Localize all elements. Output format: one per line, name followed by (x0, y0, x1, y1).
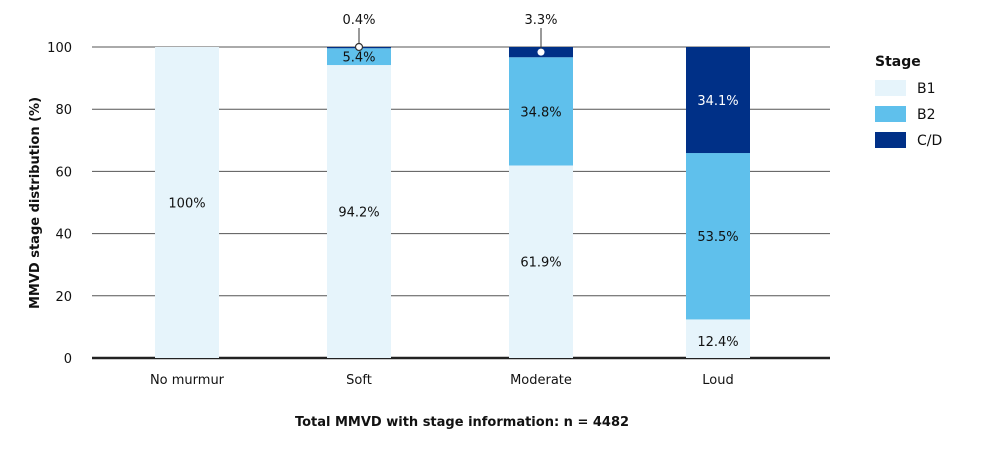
bar-segment-b2 (327, 48, 391, 66)
y-tick-label: 0 (64, 352, 72, 367)
data-label: 12.4% (697, 335, 738, 350)
data-label: 34.1% (697, 94, 738, 109)
legend-label: B2 (917, 107, 936, 123)
legend-title: Stage (875, 54, 921, 70)
data-label: 53.5% (697, 230, 738, 245)
x-tick-labels: No murmur Soft Moderate Loud (150, 373, 734, 388)
legend-swatch (875, 80, 906, 96)
bar-segment-b1 (327, 65, 391, 359)
legend-item-b1: B1 (875, 80, 936, 97)
bar-group-no-murmur: 100% (155, 47, 219, 358)
callout-marker (537, 48, 545, 56)
bar-segment-b1 (509, 165, 573, 358)
bars: 100% 94.2% 5.4% 0.4% 61.9% 34.8% 3.3% 12.4% 53.5… (155, 13, 750, 359)
x-tick-label: Soft (346, 373, 372, 388)
x-tick-label: Moderate (510, 373, 572, 388)
y-tick-label: 100 (47, 41, 72, 56)
data-label: 100% (168, 197, 205, 212)
bar-segment-b2 (509, 57, 573, 166)
legend-swatch (875, 132, 906, 148)
bar-segment-b1 (155, 47, 219, 358)
bar-group-soft: 94.2% 5.4% 0.4% (327, 13, 391, 359)
y-tick-label: 60 (55, 165, 72, 180)
data-label: 94.2% (338, 206, 379, 221)
bar-segment-cd (686, 47, 750, 154)
data-label: 0.4% (342, 13, 375, 28)
callout-marker (354, 42, 364, 52)
legend: Stage B1 B2 C/D (875, 54, 942, 149)
y-tick-label: 80 (55, 103, 72, 118)
data-label: 34.8% (520, 105, 561, 120)
bar-segment-b2 (686, 153, 750, 320)
data-label: 3.3% (524, 13, 557, 28)
bar-segment-b1 (686, 319, 750, 358)
legend-item-b2: B2 (875, 106, 936, 123)
legend-swatch (875, 106, 906, 122)
x-axis-label: Total MMVD with stage information: n = 4… (295, 415, 629, 430)
x-tick-label: Loud (702, 373, 733, 388)
y-tick-labels: 0 20 40 60 80 100 (47, 41, 72, 367)
bar-group-loud: 12.4% 53.5% 34.1% (686, 47, 750, 358)
legend-item-cd: C/D (875, 132, 942, 149)
bar-group-moderate: 61.9% 34.8% 3.3% (509, 13, 573, 358)
y-tick-label: 40 (55, 228, 72, 243)
y-axis-label: MMVD stage distribution (%) (28, 97, 43, 309)
legend-label: C/D (917, 133, 942, 149)
data-label: 5.4% (342, 51, 375, 66)
y-tick-label: 20 (55, 290, 72, 305)
x-tick-label: No murmur (150, 373, 225, 388)
legend-label: B1 (917, 81, 936, 97)
data-label: 61.9% (520, 256, 561, 271)
